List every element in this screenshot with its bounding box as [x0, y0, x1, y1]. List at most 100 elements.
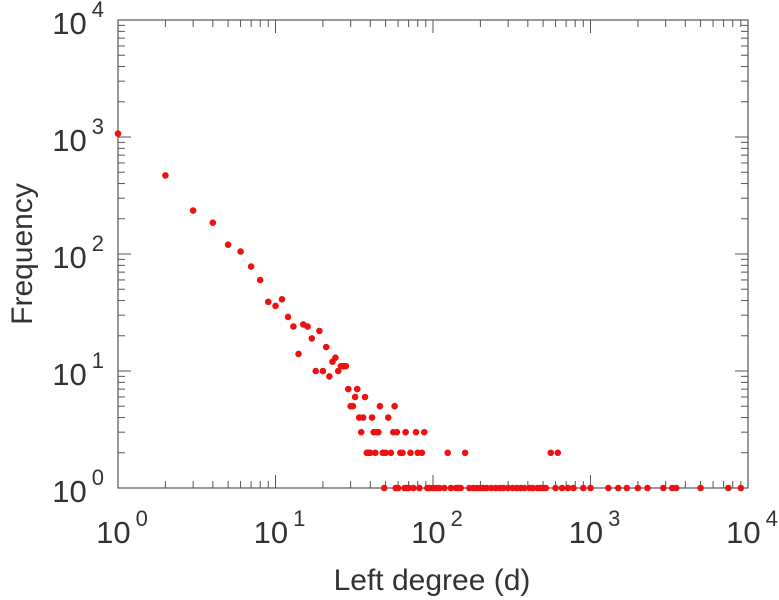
data-point: [660, 484, 667, 492]
major-ticks: [117, 19, 749, 489]
data-point: [391, 402, 398, 410]
y-tick-label-exponent: 0: [92, 465, 104, 490]
y-tick-label: 10 0: [52, 465, 104, 509]
data-point: [316, 327, 323, 335]
data-point: [529, 484, 537, 492]
data-point: [209, 219, 217, 226]
data-point: [319, 367, 327, 375]
x-tick-label-exponent: 2: [451, 506, 463, 531]
data-point: [407, 449, 414, 457]
data-point: [421, 428, 428, 436]
data-point: [367, 449, 374, 457]
x-tick-label-exponent: 4: [766, 506, 778, 531]
data-point: [326, 373, 333, 380]
data-point: [308, 335, 316, 342]
data-point: [542, 484, 550, 492]
data-point: [387, 449, 395, 457]
data-point: [353, 385, 361, 393]
data-point: [359, 414, 367, 421]
data-point: [605, 484, 612, 492]
data-point: [405, 484, 412, 492]
data-point: [368, 414, 376, 421]
data-point: [189, 207, 197, 214]
x-tick-label: 10 2: [411, 506, 463, 550]
data-point: [349, 402, 357, 410]
data-point: [416, 484, 423, 492]
y-tick-label-exponent: 3: [92, 114, 104, 139]
data-point: [623, 484, 631, 492]
y-tick-label-exponent: 2: [92, 231, 104, 256]
data-point: [380, 484, 388, 492]
data-point: [334, 367, 342, 375]
data-point: [737, 484, 745, 492]
data-point: [552, 484, 559, 492]
data-point: [247, 263, 255, 270]
data-point: [457, 484, 465, 492]
data-point: [554, 449, 562, 457]
data-point: [402, 428, 409, 436]
data-point: [351, 393, 359, 401]
data-point: [376, 402, 384, 410]
data-point: [322, 343, 330, 351]
y-tick-label-base: 10: [52, 123, 86, 158]
data-point: [372, 449, 379, 457]
x-tick-labels: 10 0 10 1 10 2 10 3 10 4: [96, 506, 778, 550]
x-tick-label: 10 3: [569, 506, 621, 550]
data-point: [447, 484, 455, 492]
data-point: [332, 354, 339, 362]
data-point: [547, 449, 555, 457]
data-point: [224, 241, 232, 248]
data-point: [295, 350, 302, 358]
data-point: [382, 449, 389, 457]
data-point: [385, 414, 392, 421]
data-point: [521, 484, 528, 492]
data-point: [375, 428, 382, 436]
y-tick-label-base: 10: [52, 240, 86, 275]
data-point: [500, 484, 507, 492]
x-tick-label-exponent: 0: [136, 506, 148, 531]
data-point: [644, 484, 651, 492]
plot-area-frame: [117, 19, 749, 489]
data-point: [114, 130, 122, 137]
minor-ticks: [118, 20, 748, 488]
y-tick-label: 10 3: [52, 114, 104, 158]
data-point: [272, 302, 279, 310]
data-point: [614, 484, 622, 492]
y-tick-label-exponent: 1: [92, 348, 104, 373]
data-point: [441, 484, 448, 492]
x-tick-label: 10 1: [254, 506, 306, 550]
data-point: [342, 362, 350, 370]
data-point: [672, 484, 680, 492]
y-tick-label: 10 2: [52, 231, 104, 275]
x-tick-label-base: 10: [96, 515, 130, 550]
y-tick-label: 10 4: [52, 0, 104, 41]
x-tick-label-base: 10: [254, 515, 288, 550]
y-tick-label-exponent: 4: [92, 0, 104, 22]
data-point: [393, 428, 401, 436]
data-point: [345, 385, 352, 393]
x-axis-title: Left degree (d): [334, 564, 531, 597]
data-point: [634, 484, 642, 492]
y-tick-label-base: 10: [52, 357, 86, 392]
x-tick-label-exponent: 1: [293, 506, 305, 531]
data-point: [394, 484, 402, 492]
data-point: [697, 484, 704, 492]
x-tick-label-base: 10: [726, 515, 760, 550]
data-point: [284, 313, 292, 321]
x-tick-label: 10 4: [726, 506, 778, 550]
data-point: [237, 248, 244, 255]
data-point: [312, 367, 320, 375]
data-point: [162, 172, 169, 179]
y-tick-label-base: 10: [52, 474, 86, 509]
data-point: [570, 484, 577, 492]
data-point: [436, 484, 443, 492]
data-point: [410, 484, 417, 492]
x-tick-label: 10 0: [96, 506, 148, 550]
x-tick-label-base: 10: [411, 515, 445, 550]
data-point: [399, 449, 406, 457]
y-tick-label-base: 10: [52, 6, 86, 41]
y-tick-label: 10 1: [52, 348, 104, 392]
data-point: [580, 484, 587, 492]
